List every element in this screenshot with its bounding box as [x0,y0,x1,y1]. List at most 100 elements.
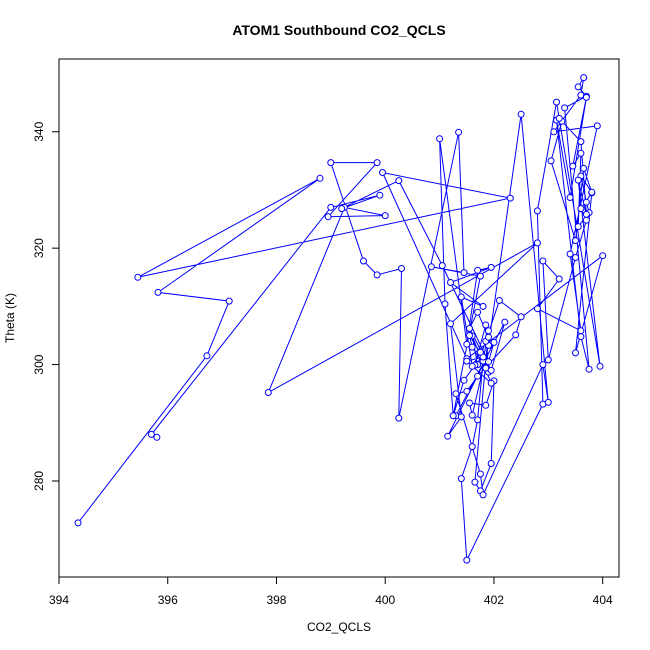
data-point [476,348,484,356]
data-point [376,191,384,199]
data-point [438,262,446,270]
y-tick-label: 300 [32,354,46,374]
data-point [582,216,590,224]
data-point [572,254,579,261]
data-point [517,110,525,118]
data-point [517,313,525,321]
data-point [588,188,596,196]
x-tick-label: 404 [593,593,613,607]
x-tick-label: 394 [49,593,69,607]
x-axis: 394 396 398 400 402 404 [49,577,613,607]
x-tick-label: 396 [158,593,178,607]
data-point [466,332,473,339]
data-point [463,556,471,564]
x-tick-label: 398 [266,593,286,607]
data-point [555,275,563,283]
data-point [379,169,386,176]
data-point [580,164,588,172]
data-point [485,358,492,366]
data-point [463,340,471,348]
data-point [338,205,346,213]
data-point [599,252,607,260]
data-point [533,207,541,215]
data-point [555,114,563,122]
data-point [582,210,590,218]
data-point [553,98,560,106]
data-point [466,399,473,407]
data-point [447,279,454,286]
data-point [596,362,604,370]
data-point [468,411,476,419]
data-point [471,478,479,486]
data-point [436,135,444,143]
data-point [490,338,498,346]
data-point [566,194,574,201]
data-point [476,470,484,478]
data-point [482,321,490,329]
y-tick-label: 280 [32,471,46,491]
data-point [593,122,601,130]
data-point [512,331,520,339]
data-point [577,138,585,146]
data-point [468,343,476,351]
data-point [457,293,465,301]
data-point [395,414,403,422]
data-point [134,273,142,281]
data-point [572,349,579,357]
data-point [566,250,574,258]
data-point [533,239,541,247]
data-point [485,333,492,341]
data-point [373,271,381,279]
data-point [466,325,473,332]
x-tick-label: 400 [375,593,395,607]
data-point [572,237,579,245]
data-point [487,460,495,467]
series-layer [74,74,607,564]
data-point [482,401,490,409]
data-point [463,387,471,395]
data-point [561,104,569,112]
data-point [398,265,405,272]
data-point [381,212,389,220]
data-point [74,519,82,527]
data-point [487,379,495,387]
data-point [495,297,503,304]
data-point [544,356,552,364]
data-point [547,157,555,165]
data-point [373,159,381,167]
data-point [577,149,585,157]
data-point [360,257,367,265]
data-point [460,376,468,384]
data-point [539,257,547,265]
data-point [476,272,484,280]
data-point [457,413,465,421]
x-axis-label: CO2_QCLS [307,620,371,634]
data-point [457,475,465,483]
data-point [479,491,487,499]
data-point [539,361,547,369]
data-point [582,198,590,206]
data-point [225,297,233,305]
data-point [468,443,476,451]
data-point [479,302,487,310]
data-point [574,223,582,231]
data-point [487,263,495,271]
data-point [501,318,509,326]
plot-frame [58,58,620,578]
chart-title: ATOM1 Southbound CO2_QCLS [232,22,445,38]
data-point [533,305,541,313]
data-point [395,177,403,185]
data-point [577,333,585,341]
data-point [577,327,585,335]
x-tick-label: 402 [484,593,504,607]
data-point [444,432,452,440]
data-point [577,205,585,213]
data-point [324,213,332,221]
data-point [327,159,335,167]
data-point [487,366,495,374]
data-point [449,412,457,420]
data-point [485,327,492,335]
data-point [506,194,514,202]
data-point [463,357,471,365]
